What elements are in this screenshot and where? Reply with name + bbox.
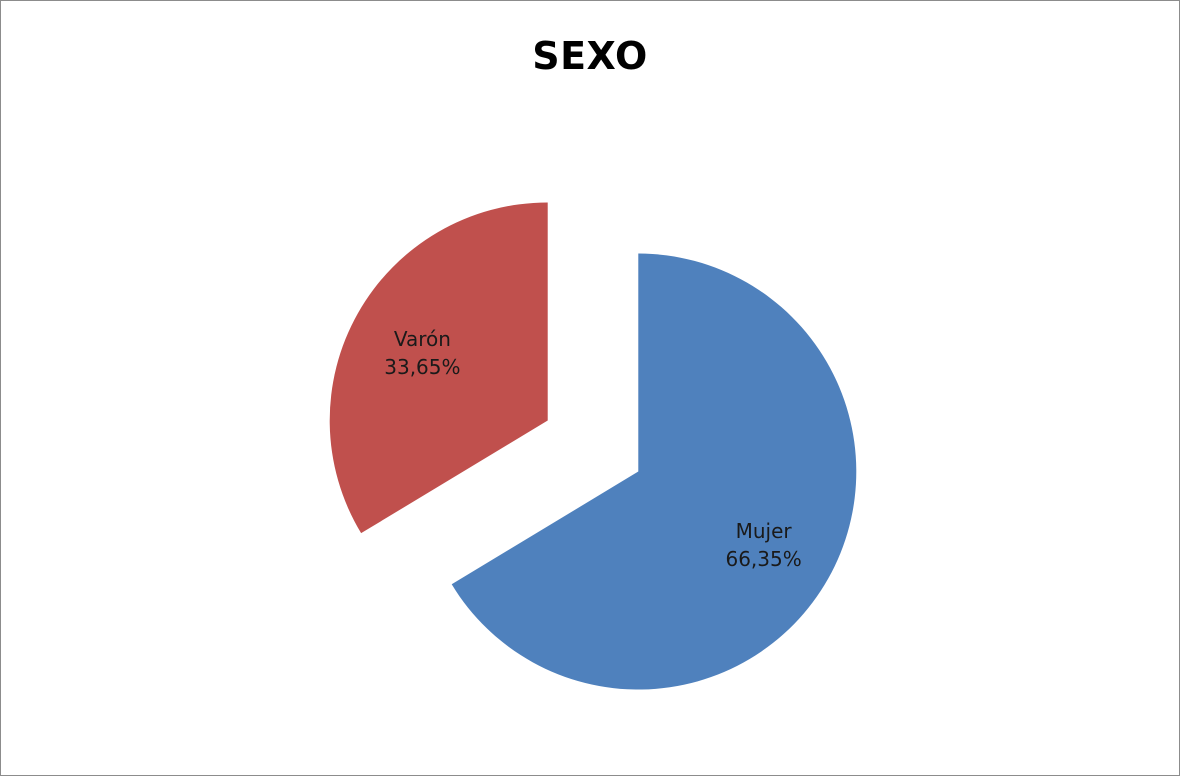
slice-label-category: Varón [394,327,451,351]
slice-label-value: 66,35% [725,547,801,571]
slice-label-category: Mujer [736,519,793,543]
pie-slice-var-n [329,202,548,534]
chart-title: SEXO [532,34,648,78]
slice-label-value: 33,65% [384,355,460,379]
pie-slice-mujer [451,253,857,690]
